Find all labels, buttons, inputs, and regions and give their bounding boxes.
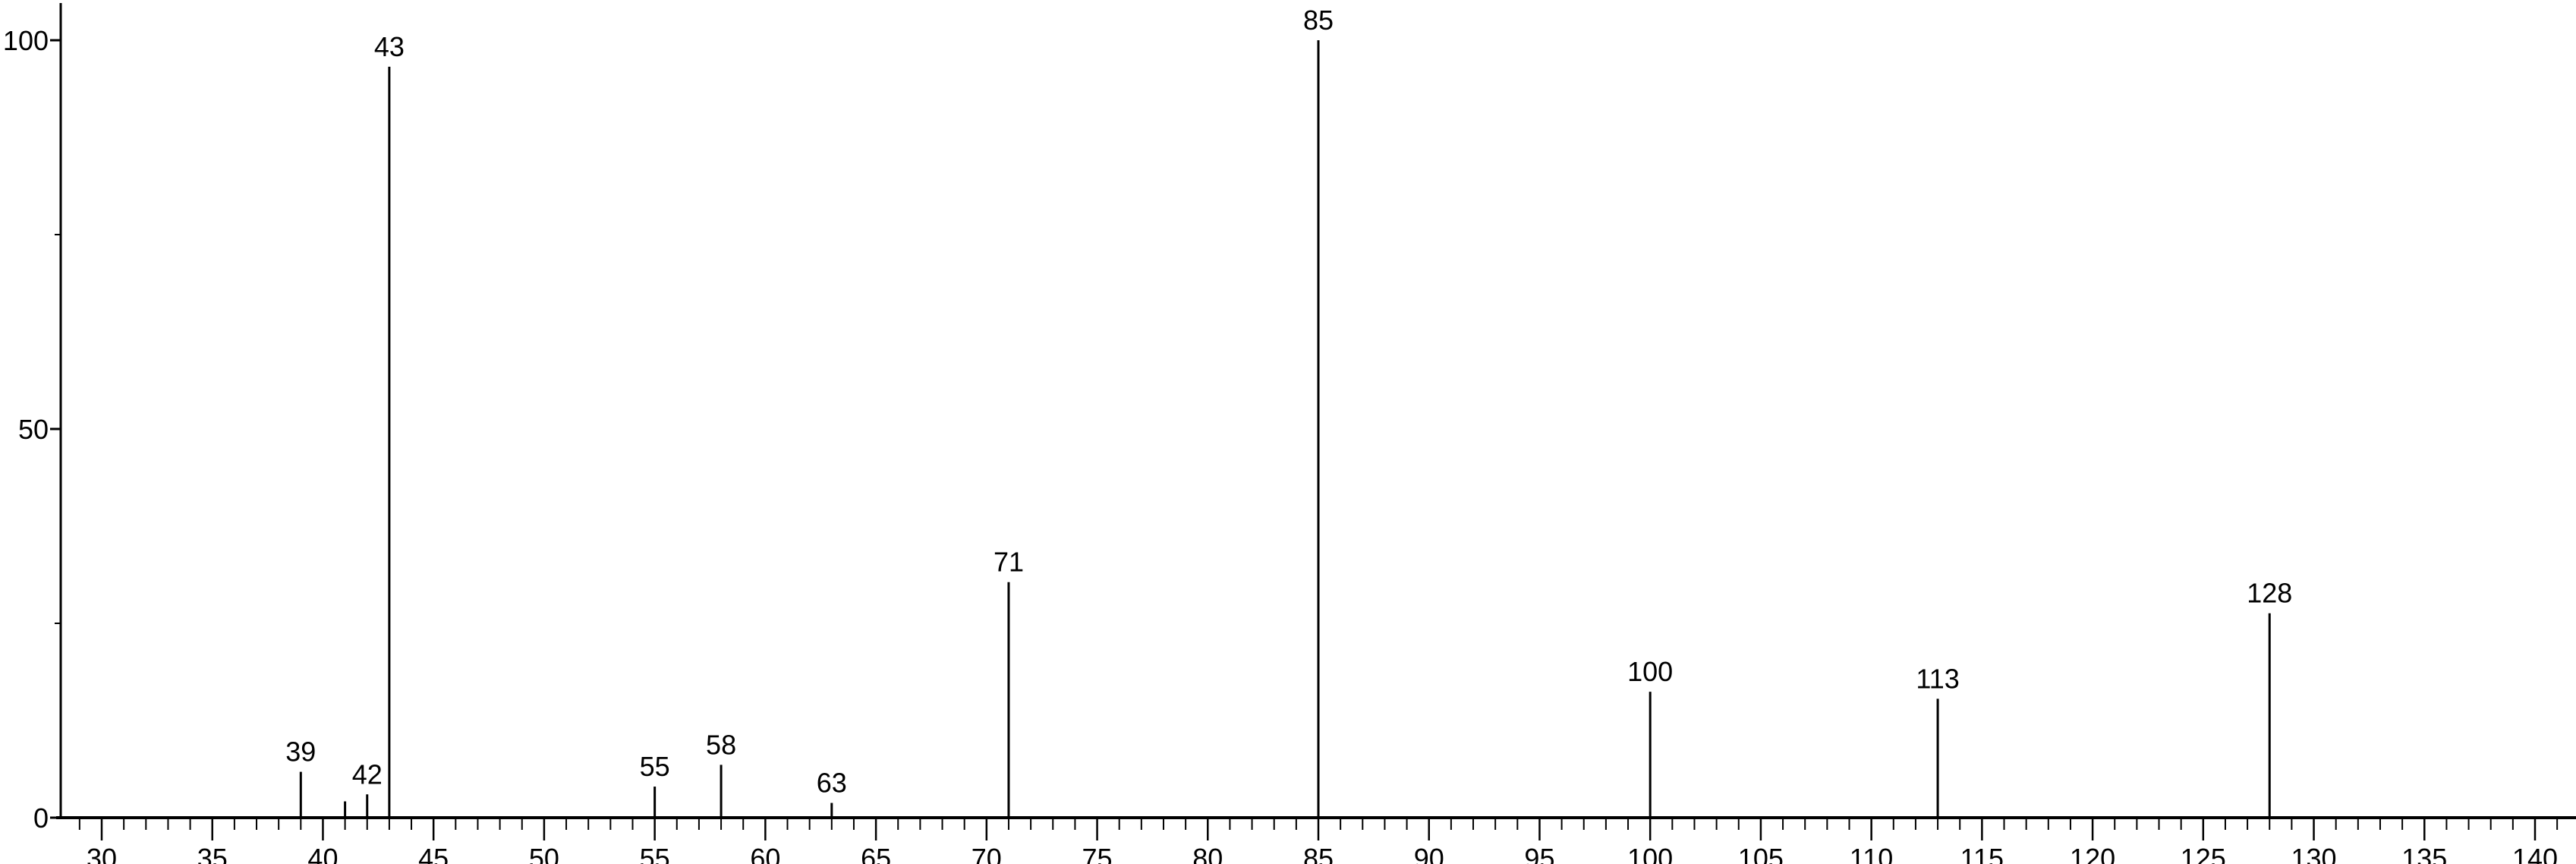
x-tick-label: 45 [418,843,449,864]
peak-label-100: 100 [1627,656,1673,687]
x-tick-label: 135 [2401,843,2447,864]
x-tick-label: 70 [972,843,1002,864]
peak-label-128: 128 [2247,578,2292,609]
x-tick-label: 75 [1082,843,1113,864]
peaks: 39 42 43 55 58 63 71 85 100 113 128 [285,5,2292,818]
x-tick-label: 125 [2181,843,2226,864]
x-tick-label: 95 [1524,843,1554,864]
x-tick-label: 130 [2291,843,2337,864]
peak-label-39: 39 [285,736,316,768]
axes: 0 50 100 30 35 40 45 50 55 60 65 70 75 80 85 90 95 100 105… [3,3,2576,864]
x-tick-label: 55 [640,843,670,864]
x-tick-label: 120 [2070,843,2115,864]
x-tick-label: 140 [2512,843,2558,864]
peak-label-43: 43 [374,31,405,62]
peak-label-63: 63 [817,768,847,799]
x-tick-label: 30 [87,843,117,864]
x-tick-label: 40 [307,843,338,864]
x-tick-label: 115 [1960,843,2004,864]
peak-label-71: 71 [994,547,1024,578]
x-tick-label: 50 [529,843,559,864]
peak-label-58: 58 [706,729,736,760]
peak-label-85: 85 [1303,5,1334,36]
x-tick-label: 100 [1627,843,1673,864]
x-tick-label: 35 [197,843,228,864]
y-tick-label: 100 [3,25,49,56]
peak-label-113: 113 [1916,663,1959,694]
x-tick-label: 65 [861,843,891,864]
x-tick-label: 85 [1303,843,1334,864]
peak-label-55: 55 [640,751,670,782]
x-tick-label: 90 [1414,843,1444,864]
peak-label-42: 42 [352,758,383,790]
x-tick-label: 110 [1850,843,1893,864]
x-tick-label: 105 [1738,843,1784,864]
y-tick-label: 50 [18,414,49,445]
x-tick-label: 80 [1192,843,1223,864]
x-tick-label: 60 [750,843,780,864]
y-tick-label: 0 [33,803,49,834]
